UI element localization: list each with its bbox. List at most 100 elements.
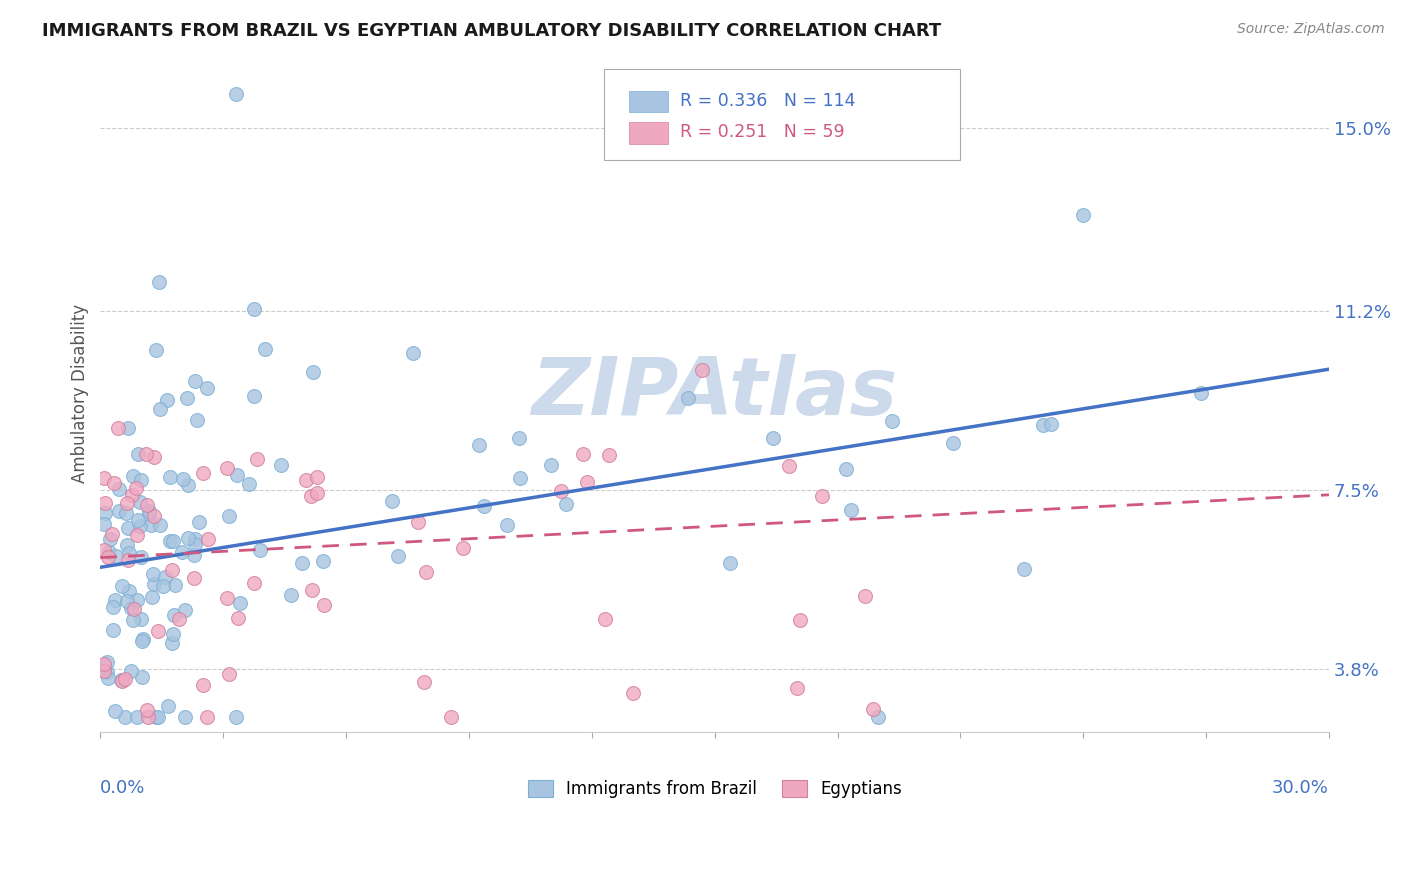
Point [218, 666, 240, 681]
Point [595, 612, 617, 626]
Text: R = 0.336   N = 114: R = 0.336 N = 114 [681, 92, 856, 110]
Point [117, 546, 139, 560]
Point [117, 521, 139, 535]
Point [93, 542, 115, 557]
Point [148, 710, 170, 724]
Point [184, 532, 207, 546]
Point [254, 342, 277, 356]
Point [1040, 417, 1063, 431]
Y-axis label: Ambulatory Disability: Ambulatory Disability [72, 304, 89, 483]
Point [224, 87, 246, 101]
Point [93, 657, 115, 671]
Point [467, 438, 489, 452]
Point [149, 402, 172, 417]
Point [786, 681, 808, 695]
Point [314, 599, 336, 613]
Point [117, 552, 139, 566]
Point [172, 472, 194, 486]
Point [114, 710, 136, 724]
Point [575, 475, 598, 489]
Point [115, 593, 138, 607]
Point [862, 702, 884, 716]
Point [107, 421, 129, 435]
Point [167, 612, 190, 626]
Point [155, 570, 177, 584]
Point [132, 632, 155, 646]
Point [94, 506, 117, 520]
Point [98, 532, 121, 546]
Point [508, 431, 530, 445]
Point [880, 414, 903, 428]
Point [778, 459, 800, 474]
Point [217, 461, 239, 475]
Point [105, 549, 128, 564]
Point [96, 665, 118, 680]
Point [226, 611, 249, 625]
Point [138, 710, 160, 724]
Point [97, 671, 120, 685]
Bar [628, 122, 668, 144]
Point [160, 563, 183, 577]
Point [540, 458, 562, 472]
Point [138, 504, 160, 518]
Point [301, 582, 323, 597]
Point [835, 462, 858, 476]
Point [93, 664, 115, 678]
Point [225, 467, 247, 482]
Point [93, 516, 115, 531]
Point [135, 447, 157, 461]
Point [104, 704, 127, 718]
Point [270, 458, 292, 472]
Point [387, 549, 409, 563]
Point [415, 565, 437, 579]
Point [143, 450, 166, 464]
Point [1032, 417, 1054, 432]
Point [1071, 208, 1094, 222]
Point [280, 588, 302, 602]
Point [162, 636, 184, 650]
Point [127, 513, 149, 527]
Point [676, 391, 699, 405]
Point [381, 494, 404, 508]
Point [177, 478, 200, 492]
Point [183, 571, 205, 585]
Point [217, 591, 239, 605]
Point [186, 412, 208, 426]
Bar [628, 91, 668, 112]
Point [291, 557, 314, 571]
Point [120, 600, 142, 615]
Point [120, 664, 142, 678]
Text: ZIPAtlas: ZIPAtlas [531, 354, 898, 433]
Point [195, 381, 218, 395]
Point [305, 486, 328, 500]
Point [225, 710, 247, 724]
Point [111, 674, 134, 689]
Point [139, 518, 162, 533]
Point [193, 467, 215, 481]
Point [114, 672, 136, 686]
Point [572, 447, 595, 461]
Point [173, 603, 195, 617]
Point [121, 488, 143, 502]
Point [159, 469, 181, 483]
Point [156, 393, 179, 408]
Point [408, 515, 430, 529]
Point [184, 374, 207, 388]
Point [122, 468, 145, 483]
Point [188, 515, 211, 529]
Point [183, 548, 205, 562]
Point [152, 579, 174, 593]
Point [163, 577, 186, 591]
Legend: Immigrants from Brazil, Egyptians: Immigrants from Brazil, Egyptians [520, 772, 908, 805]
Point [218, 509, 240, 524]
Point [246, 451, 269, 466]
Point [942, 436, 965, 450]
Point [157, 699, 180, 714]
Point [100, 527, 122, 541]
Point [101, 599, 124, 614]
Point [238, 477, 260, 491]
Point [149, 517, 172, 532]
Point [163, 608, 186, 623]
Point [191, 678, 214, 692]
Point [509, 471, 531, 485]
